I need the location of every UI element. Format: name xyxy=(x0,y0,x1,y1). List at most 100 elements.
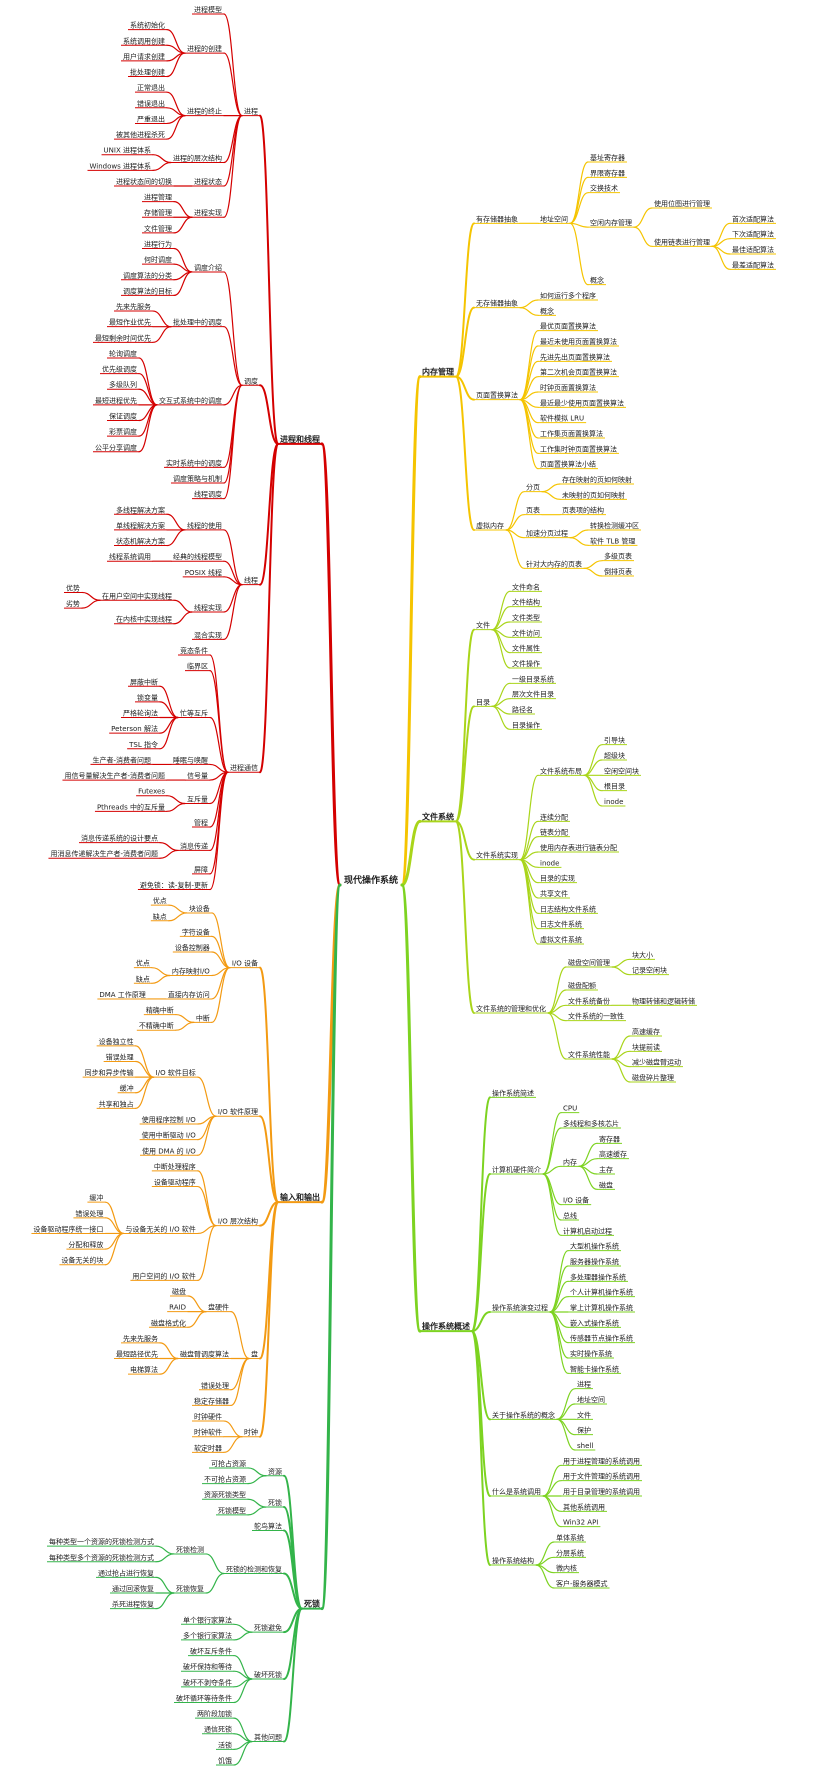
node-label: 物理转储和逻辑转储 xyxy=(632,996,695,1005)
node-label: 操作系统演变过程 xyxy=(492,1303,548,1312)
node-label: 线程的使用 xyxy=(187,521,222,530)
node-label: 设备独立性 xyxy=(99,1037,134,1046)
branch-line xyxy=(166,513,186,531)
branch-line xyxy=(205,1572,225,1594)
branch-line xyxy=(455,820,476,861)
node-label: 使用位图进行管理 xyxy=(654,199,710,208)
branch-line xyxy=(166,115,186,140)
node-label: 错误退出 xyxy=(137,99,165,108)
node-label: 单线程解决方案 xyxy=(116,521,165,530)
branch-line xyxy=(223,529,243,586)
node-label: 最差适配算法 xyxy=(732,260,774,269)
branch-line xyxy=(209,716,229,773)
node-label: 文件系统性能 xyxy=(568,1050,610,1059)
node-label: 页表 xyxy=(526,506,540,515)
branch-line xyxy=(455,375,476,401)
node-label: 时钟页面置换算法 xyxy=(540,383,596,392)
node-label: 死锁 xyxy=(303,1599,320,1609)
node-label: 页表项的结构 xyxy=(562,506,604,515)
branch-line xyxy=(400,819,422,887)
branch-line xyxy=(173,271,193,297)
node-label: 加速分页过程 xyxy=(526,529,568,538)
node-label: 消息传递系统的设计要点 xyxy=(81,834,158,843)
branch-line xyxy=(173,201,193,218)
node-label: 缓冲 xyxy=(120,1084,134,1093)
branch-line xyxy=(583,774,603,807)
node-label: 不可抢占资源 xyxy=(204,1475,246,1484)
branch-line xyxy=(556,1403,576,1420)
branch-line xyxy=(583,560,603,569)
node-label: 最短进程优先 xyxy=(95,396,137,405)
node-label: 软定时器 xyxy=(194,1443,222,1452)
node-label: 用于文件管理的系统调用 xyxy=(563,1472,640,1481)
branch-line xyxy=(166,52,186,78)
branch-line xyxy=(556,1418,576,1451)
node-label: 破坏保持和等待 xyxy=(183,1662,232,1671)
branch-line xyxy=(258,384,279,445)
node-label: 死锁 xyxy=(268,1498,282,1507)
node-label: 字符设备 xyxy=(182,927,210,936)
node-label: 资源 xyxy=(268,1467,282,1476)
branch-line xyxy=(197,1225,217,1281)
node-label: inode xyxy=(604,798,623,806)
node-label: 分层系统 xyxy=(556,1548,584,1557)
node-label: 倒排页表 xyxy=(604,567,632,576)
branch-line xyxy=(541,483,561,493)
node-label: 引导块 xyxy=(604,736,625,745)
branch-line xyxy=(209,654,229,773)
branch-line xyxy=(711,245,731,270)
node-label: 日志结构文件系统 xyxy=(540,904,596,913)
node-label: 无存储器抽象 xyxy=(476,299,518,308)
branch-line xyxy=(223,576,243,586)
node-label: 关于操作系统的概念 xyxy=(492,1410,555,1419)
branch-line xyxy=(519,307,539,316)
node-label: 最近未使用页面置换算法 xyxy=(540,337,617,346)
branch-line xyxy=(505,514,525,531)
node-label: 文件 xyxy=(476,621,490,630)
branch-line xyxy=(247,1475,267,1485)
node-label: 屏蔽中断 xyxy=(130,677,158,686)
branch-line xyxy=(542,1480,562,1497)
node-label: 经典的线程模型 xyxy=(173,552,222,561)
branch-line xyxy=(556,1418,576,1436)
branch-line xyxy=(519,399,539,454)
node-label: 转换检测缓冲区 xyxy=(590,521,639,530)
node-label: 高速缓存 xyxy=(632,1027,660,1036)
node-label: 设备控制器 xyxy=(175,943,210,952)
node-label: 批处理创建 xyxy=(130,68,165,77)
branch-line xyxy=(569,176,589,224)
node-label: 缺点 xyxy=(153,912,167,921)
node-label: 使用 DMA 的 I/O xyxy=(142,1146,196,1155)
branch-line xyxy=(258,1201,279,1438)
branch-line xyxy=(320,442,342,887)
node-label: 可抢占资源 xyxy=(211,1459,246,1468)
branch-line xyxy=(104,1232,125,1250)
node-label: RAID xyxy=(169,1304,186,1312)
branch-line xyxy=(258,1115,279,1204)
node-label: I/O 软件目标 xyxy=(156,1068,196,1077)
node-label: 路径名 xyxy=(512,705,533,714)
node-label: 主存 xyxy=(599,1165,613,1174)
branch-line xyxy=(258,1201,279,1227)
branch-line xyxy=(223,13,243,117)
branch-line xyxy=(547,966,567,1014)
node-label: 用于进程管理的系统调用 xyxy=(563,1456,640,1465)
node-label: I/O 设备 xyxy=(232,959,258,968)
branch-line xyxy=(471,1096,492,1333)
node-label: 块大小 xyxy=(632,950,653,959)
node-label: 进程实现 xyxy=(194,208,222,217)
branch-line xyxy=(197,1185,217,1227)
node-label: 在内核中实现线程 xyxy=(116,615,172,624)
node-label: 传感器节点操作系统 xyxy=(570,1334,633,1343)
node-label: 存储管理 xyxy=(144,208,172,217)
node-label: 共享文件 xyxy=(540,889,568,898)
node-label: 先进先出页面置换算法 xyxy=(540,352,610,361)
node-label: 块提前读 xyxy=(632,1042,660,1051)
node-label: 杀死进程恢复 xyxy=(112,1600,154,1609)
node-label: 最短作业优先 xyxy=(109,318,151,327)
node-label: 通过回滚恢复 xyxy=(112,1584,154,1593)
node-label: 保证调度 xyxy=(109,411,137,420)
node-label: 文件类型 xyxy=(512,613,540,622)
node-label: 嵌入式操作系统 xyxy=(570,1318,619,1327)
